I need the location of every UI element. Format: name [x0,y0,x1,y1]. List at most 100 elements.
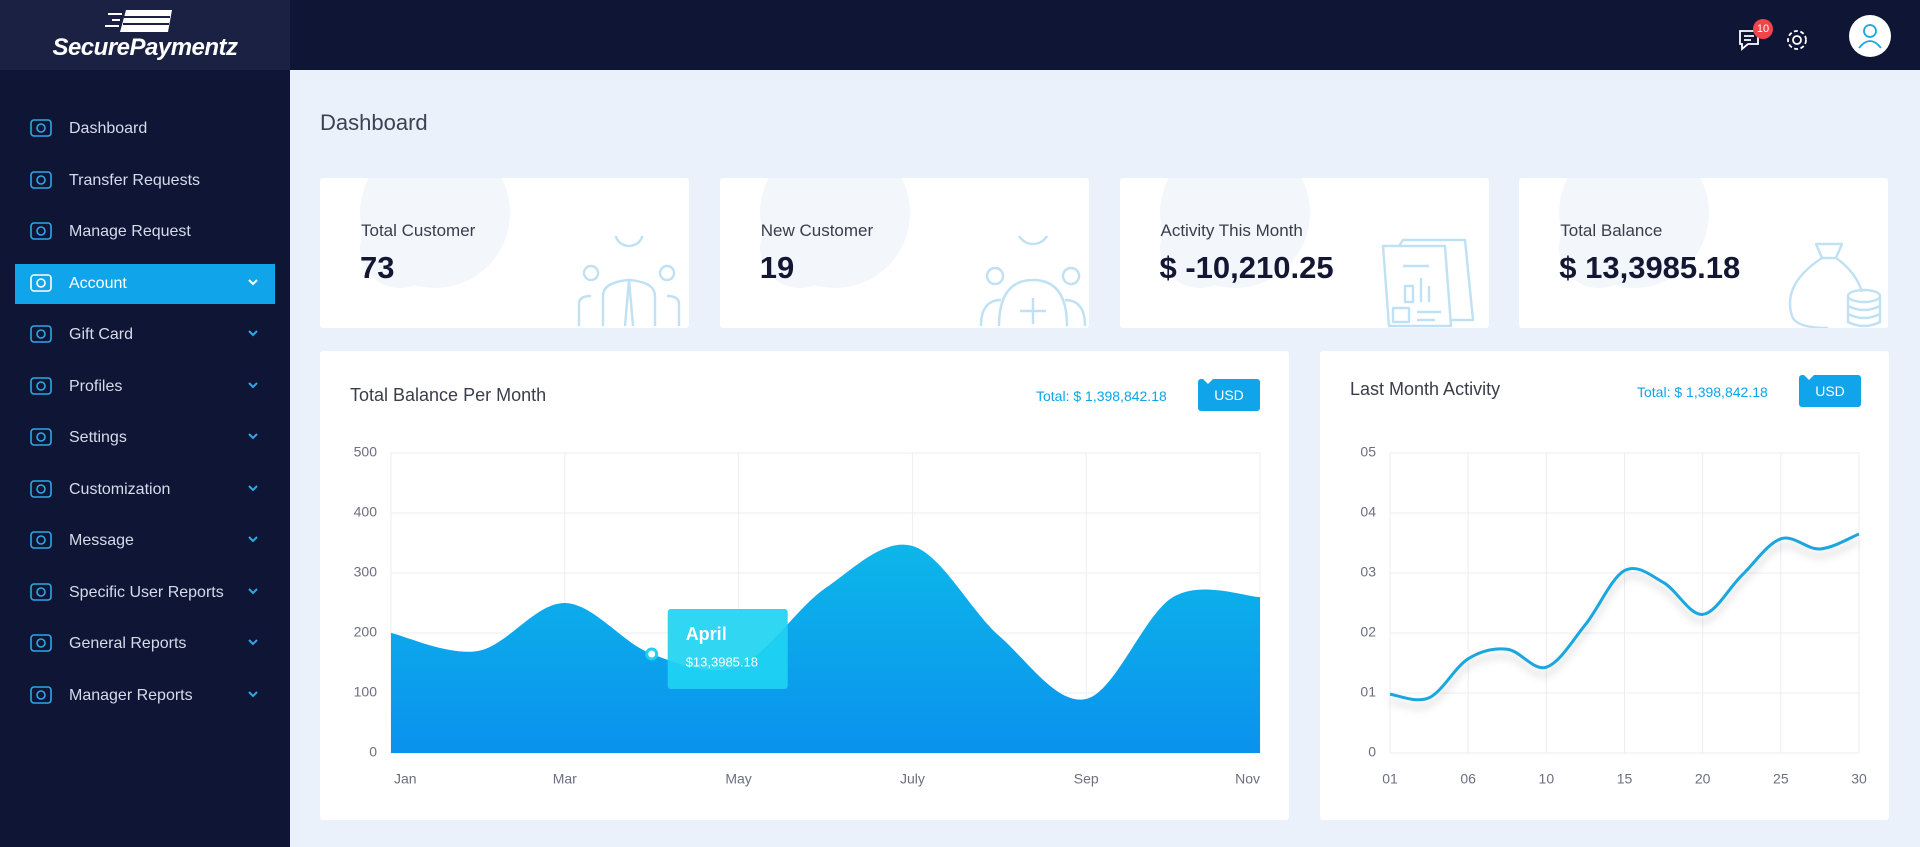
chevron [248,536,258,543]
icon-shape [36,174,46,185]
nav-item[interactable]: Manage Request [15,212,275,252]
y-tick-label: 500 [354,444,378,460]
stat-label: Activity This Month [1160,221,1303,240]
icon-shape [36,638,46,648]
x-tick-label: 06 [1460,771,1476,787]
icon-shape [36,380,46,391]
nav-icon [30,222,52,240]
chevron [248,330,258,337]
icon-shape [577,236,681,327]
icon-shape [36,535,46,545]
x-tick-label: 10 [1539,771,1555,787]
icon-shape [36,277,46,288]
chart-total: Total: $ 1,398,842.18 [1036,388,1167,404]
tooltip-box [667,609,788,689]
stat-card: Activity This Month $ -10,210.25 [1119,178,1489,328]
notification-badge: 10 [1753,19,1773,39]
stat-icon [979,236,1086,327]
nav-item[interactable]: Specific User Reports [15,573,275,613]
x-tick-label: Nov [1235,771,1260,787]
nav-label: Settings [69,429,127,446]
icon-shape [30,222,52,240]
nav-item[interactable]: Account [15,263,275,304]
page-title: Dashboard [320,110,428,135]
brand: SecurePaymentz [52,34,238,61]
stat-icon [1789,242,1882,328]
y-tick-label: 05 [1360,444,1376,460]
nav-icon [30,325,52,343]
x-tick-label: 15 [1617,771,1633,787]
nav-item[interactable]: Dashboard [15,109,275,149]
icon-shape [36,586,46,597]
y-tick-label: 0 [369,744,377,760]
chart-title: Total Balance Per Month [350,385,547,405]
nav-item[interactable]: Customization [15,470,275,510]
nav-item[interactable]: General Reports [15,624,275,664]
logo-icon [105,10,172,32]
stat-card: Total Balance $ 13,3985.18 [1519,178,1889,328]
chevron [248,381,258,388]
x-tick-label: 30 [1851,771,1867,787]
nav-icon [30,119,52,137]
icon-shape [30,119,52,137]
nav-label: Message [69,532,134,549]
nav-icon [30,685,52,704]
icon-shape [1789,242,1882,328]
nav-label: Gift Card [69,326,134,343]
nav-item[interactable]: Message [15,521,275,561]
nav-item[interactable]: Manager Reports [15,676,275,716]
stat-card: Total Customer 73 [320,178,689,328]
nav-icon [30,479,52,498]
y-tick-label: 0 [1368,744,1376,760]
stat-card: New Customer 19 [719,178,1089,328]
icon-shape [36,329,46,339]
y-tick-label: 200 [354,624,378,640]
nav-label: Transfer Requests [69,171,201,189]
x-tick-label: Jan [394,771,417,787]
nav-item[interactable]: Profiles [15,367,275,407]
settings-icon[interactable] [1787,30,1807,50]
nav-item[interactable]: Transfer Requests [15,161,275,201]
x-tick-label: July [900,771,925,787]
nav-icon [30,428,52,446]
icon-shape [36,483,46,494]
card-decoration [360,208,440,288]
caret [1804,375,1814,380]
chart: 0 01 02 03 04 05 01 06 10 15 20 25 30 [1360,444,1867,787]
currency-label: USD [1815,383,1845,399]
caret [1203,379,1213,384]
nav-item[interactable]: Settings [15,418,275,458]
card-decoration [1159,208,1240,288]
x-tick-label: Mar [553,771,577,787]
nav-icon [30,531,52,549]
nav-label: Account [69,274,127,292]
icon-shape [36,226,46,236]
chevron [248,433,258,440]
nav-icon [30,376,52,395]
stat-value: $ 13,3985.18 [1559,250,1741,285]
x-tick-label: May [725,771,751,787]
chevron-shape [248,381,258,388]
chevron [248,278,258,285]
x-tick-label: 01 [1382,771,1398,787]
tooltip-title: April [686,624,727,644]
avatar[interactable] [1849,15,1891,57]
currency-button[interactable]: USD [1799,375,1861,407]
icon-shape [30,582,52,601]
nav-label: Manage Request [69,223,191,240]
icon-shape [30,170,52,189]
currency-button[interactable]: USD [1198,379,1260,411]
chevron-shape [248,484,258,491]
icon-shape [36,123,46,133]
nav-item[interactable]: Gift Card [15,315,275,355]
tooltip-value: $13,3985.18 [686,654,758,669]
logo: SecurePaymentz [0,0,290,70]
nav-label: Dashboard [69,120,148,137]
chevron [248,587,258,594]
chart-panel: Total Balance Per Month Total: $ 1,398,84… [320,351,1289,820]
area [391,544,1260,753]
chevron [248,484,258,491]
chevron-shape [248,690,258,697]
stat-label: Total Customer [361,221,476,240]
